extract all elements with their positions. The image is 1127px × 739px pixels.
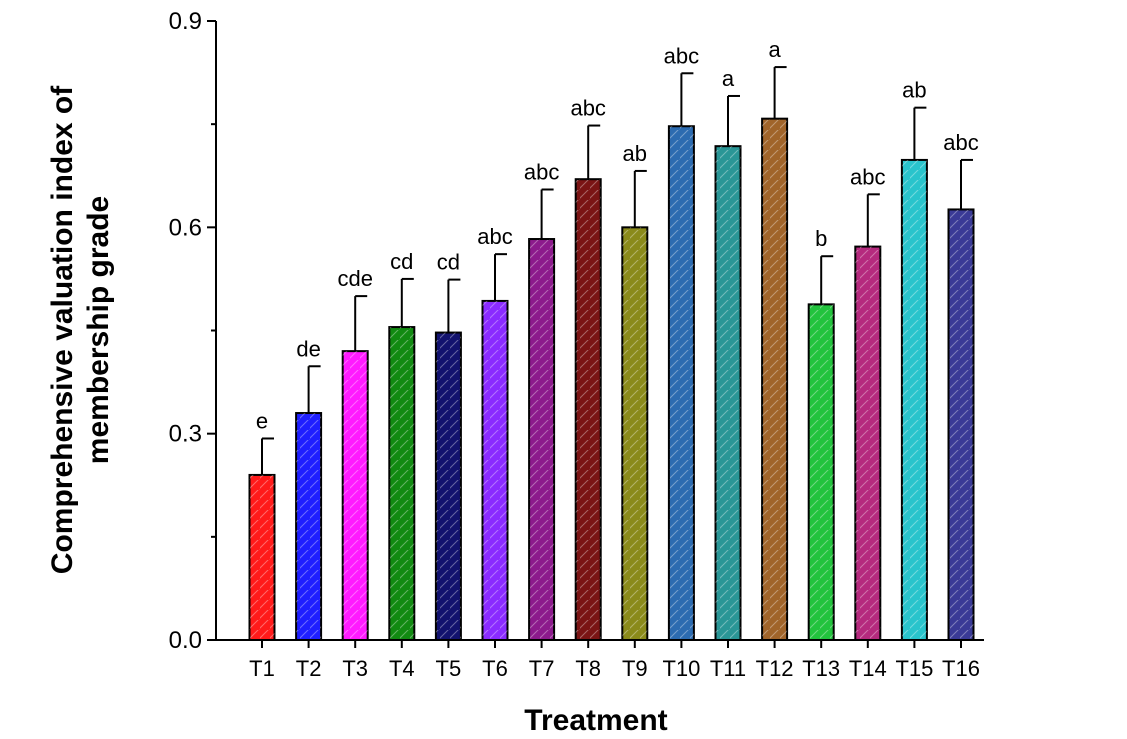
x-tick-label-t12: T12 bbox=[756, 656, 794, 681]
significance-letter-t2: de bbox=[296, 336, 320, 361]
x-tick-label-t5: T5 bbox=[436, 656, 462, 681]
bar-hatch-t8 bbox=[575, 179, 601, 640]
significance-letter-t6: abc bbox=[477, 224, 512, 249]
x-tick-label-t9: T9 bbox=[622, 656, 648, 681]
bar-hatch-t2 bbox=[296, 413, 322, 640]
x-tick-label-t14: T14 bbox=[849, 656, 887, 681]
bar-hatch-t11 bbox=[715, 146, 741, 641]
x-tick-label-t6: T6 bbox=[482, 656, 508, 681]
error-bars-group bbox=[261, 66, 973, 475]
significance-letter-t9: ab bbox=[623, 141, 647, 166]
bar-hatch-t15 bbox=[901, 159, 927, 641]
bar-hatch-t5 bbox=[435, 332, 461, 640]
bar-hatch-t10 bbox=[668, 126, 694, 641]
x-tick-label-t2: T2 bbox=[296, 656, 322, 681]
significance-letter-t7: abc bbox=[524, 160, 559, 185]
x-tick-label-t4: T4 bbox=[389, 656, 415, 681]
x-tick-label-t3: T3 bbox=[342, 656, 368, 681]
x-axis-title: Treatment bbox=[524, 704, 667, 737]
x-tick-label-t16: T16 bbox=[942, 656, 980, 681]
bar-hatch-t12 bbox=[762, 118, 788, 641]
bar-hatch-t3 bbox=[342, 351, 368, 640]
y-tick-label: 0.0 bbox=[169, 627, 202, 654]
significance-letter-t5: cd bbox=[437, 250, 460, 275]
significance-letter-t3: cde bbox=[337, 266, 372, 291]
bar-hatch-t16 bbox=[948, 209, 974, 640]
significance-letter-t10: abc bbox=[664, 43, 699, 68]
bar-hatch-t4 bbox=[389, 327, 415, 640]
bar-hatch-t13 bbox=[808, 304, 834, 640]
x-category-labels-group: T1 T2 T3 T4 T5 T6 T7 T8 T9 T10 T11 T12 T13 T14 T15 T16 bbox=[249, 640, 980, 681]
significance-letter-t11: a bbox=[722, 66, 735, 91]
y-tick-labels-group: 0.0 0.3 0.6 0.9 bbox=[169, 8, 202, 654]
bars-group bbox=[248, 117, 975, 642]
significance-letter-t16: abc bbox=[943, 130, 978, 155]
x-tick-label-t13: T13 bbox=[802, 656, 840, 681]
x-tick-label-t8: T8 bbox=[575, 656, 601, 681]
bar-hatch-t9 bbox=[622, 227, 648, 641]
significance-letter-t15: ab bbox=[902, 78, 926, 103]
y-axis-title-line2: membership grade bbox=[82, 196, 115, 464]
significance-letter-t13: b bbox=[815, 226, 827, 251]
y-tick-label: 0.3 bbox=[169, 421, 202, 448]
bar-hatch-t14 bbox=[855, 246, 881, 640]
y-tick-label: 0.6 bbox=[169, 214, 202, 241]
y-axis-title-line1: Comprehensive valuation index of bbox=[46, 85, 79, 574]
significance-letter-t1: e bbox=[256, 408, 268, 433]
x-tick-label-t15: T15 bbox=[895, 656, 933, 681]
bar-hatch-t6 bbox=[482, 300, 508, 640]
significance-letter-t8: abc bbox=[570, 96, 605, 121]
significance-letter-t4: cd bbox=[390, 249, 413, 274]
bar-hatch-t1 bbox=[249, 474, 275, 640]
x-tick-label-t7: T7 bbox=[529, 656, 555, 681]
significance-letter-t12: a bbox=[768, 37, 781, 62]
axes-group bbox=[207, 20, 984, 641]
x-tick-label-t11: T11 bbox=[710, 656, 746, 681]
bar-hatch-t7 bbox=[529, 239, 555, 640]
x-tick-label-t1: T1 bbox=[249, 656, 275, 681]
x-tick-label-t10: T10 bbox=[662, 656, 700, 681]
y-tick-label: 0.9 bbox=[169, 8, 202, 35]
significance-letter-t14: abc bbox=[850, 164, 885, 189]
